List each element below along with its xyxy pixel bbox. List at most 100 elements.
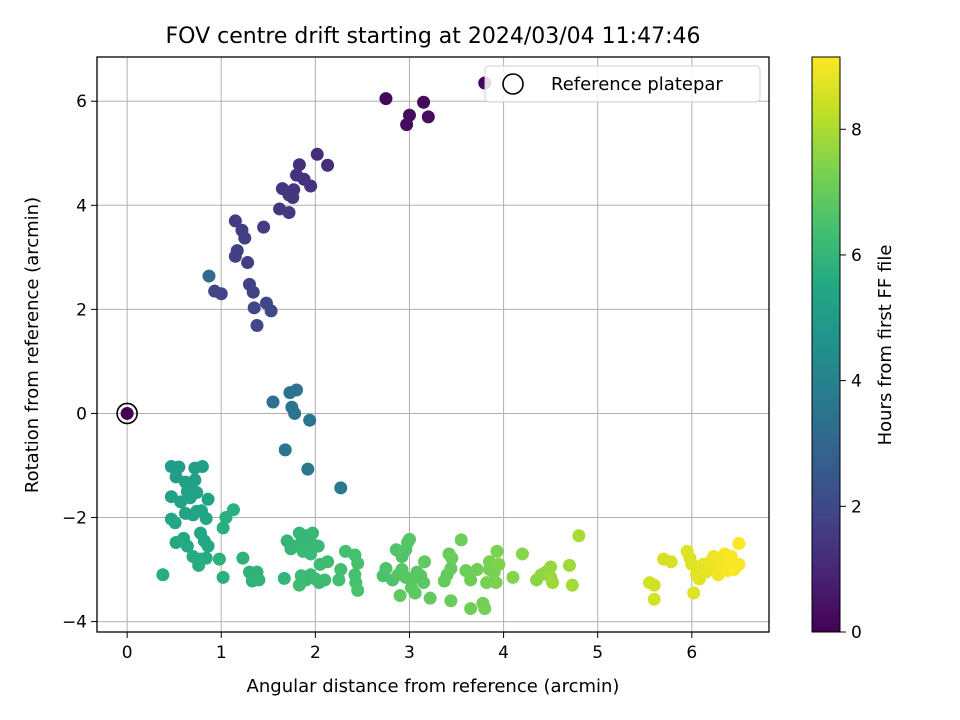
data-point [685,557,699,571]
data-point [664,555,678,569]
data-point [393,589,407,603]
data-point [156,568,170,582]
data-point [228,249,242,263]
data-point [351,556,365,570]
data-point [647,578,661,592]
data-point [310,147,324,161]
x-axis-label: Angular distance from reference (arcmin) [247,676,620,697]
y-tick-label: 2 [76,300,87,320]
legend-box [484,65,761,103]
data-point [212,552,226,566]
x-axis-ticks: 0 1 2 3 4 5 6 [122,632,697,663]
data-point [199,512,213,526]
data-point [311,539,325,553]
data-point [303,413,317,427]
x-tick-label: 2 [310,643,321,663]
data-point [250,319,264,333]
data-point [464,573,478,587]
colorbar-tick-label: 8 [851,120,862,140]
y-tick-label: −4 [62,613,87,633]
data-point [572,529,586,543]
x-tick-label: 0 [122,643,133,663]
colorbar-tick-label: 2 [851,497,862,517]
data-point [278,443,292,457]
data-point [418,555,432,569]
data-point [266,395,280,409]
data-point [351,583,365,597]
data-point [490,544,504,558]
data-point [282,206,296,220]
data-point [288,406,302,420]
data-point [246,285,260,299]
data-point [334,563,348,577]
x-tick-label: 5 [592,643,603,663]
legend-entry-reference: Reference platepar [551,74,723,95]
x-tick-label: 3 [404,643,415,663]
data-point [306,526,320,540]
data-point [332,573,346,587]
data-point [214,287,228,301]
data-point [286,190,300,204]
data-point [168,516,182,530]
colorbar-ticks: 0 2 4 6 8 [840,120,862,643]
reference-marker [116,402,138,425]
data-point [470,563,484,577]
data-point [444,562,458,576]
data-point [216,521,230,535]
data-point [562,558,576,572]
data-point [236,551,250,565]
colorbar-tick-label: 6 [851,246,862,266]
data-point [292,158,306,172]
data-point [201,492,215,506]
data-point [489,576,503,590]
data-point [228,214,242,228]
data-point [480,576,494,590]
colorbar-tick-label: 4 [851,372,862,392]
data-point [565,578,579,592]
y-tick-label: 0 [76,404,87,424]
x-tick-label: 4 [498,643,509,663]
data-point [264,304,278,318]
data-point [190,486,204,500]
data-point [647,592,661,606]
data-point [379,92,393,106]
data-point [732,537,746,551]
data-point [202,269,216,283]
data-point [120,406,134,420]
data-point [172,460,186,474]
data-point [421,110,435,124]
data-point [180,539,194,553]
data-point [188,473,202,487]
data-point [404,581,418,595]
data-point [423,591,437,605]
data-point [454,533,468,547]
data-point [402,532,416,546]
data-point [400,118,414,132]
data-point [417,95,431,109]
data-point [257,220,271,234]
data-point [277,571,291,585]
data-point [515,547,529,561]
y-tick-label: −2 [62,509,87,529]
data-point [445,551,459,565]
plot-frame [96,56,770,633]
data-point [478,602,492,616]
colorbar-tick-label: 0 [851,623,862,643]
data-point [464,602,478,616]
data-point [226,503,240,517]
data-point [492,557,506,571]
data-point [241,256,255,270]
reference-platepar-marker [116,402,138,425]
data-point [444,594,458,608]
y-axis-ticks: −4 −2 0 2 4 6 [62,92,97,633]
data-point [544,560,558,574]
data-point [301,462,315,476]
data-point [216,570,230,584]
data-point [247,301,261,315]
data-point [318,573,332,587]
data-point [192,558,206,572]
data-point [195,460,209,474]
data-point [546,576,560,590]
chart-title: FOV centre drift starting at 2024/03/04 … [166,24,701,49]
